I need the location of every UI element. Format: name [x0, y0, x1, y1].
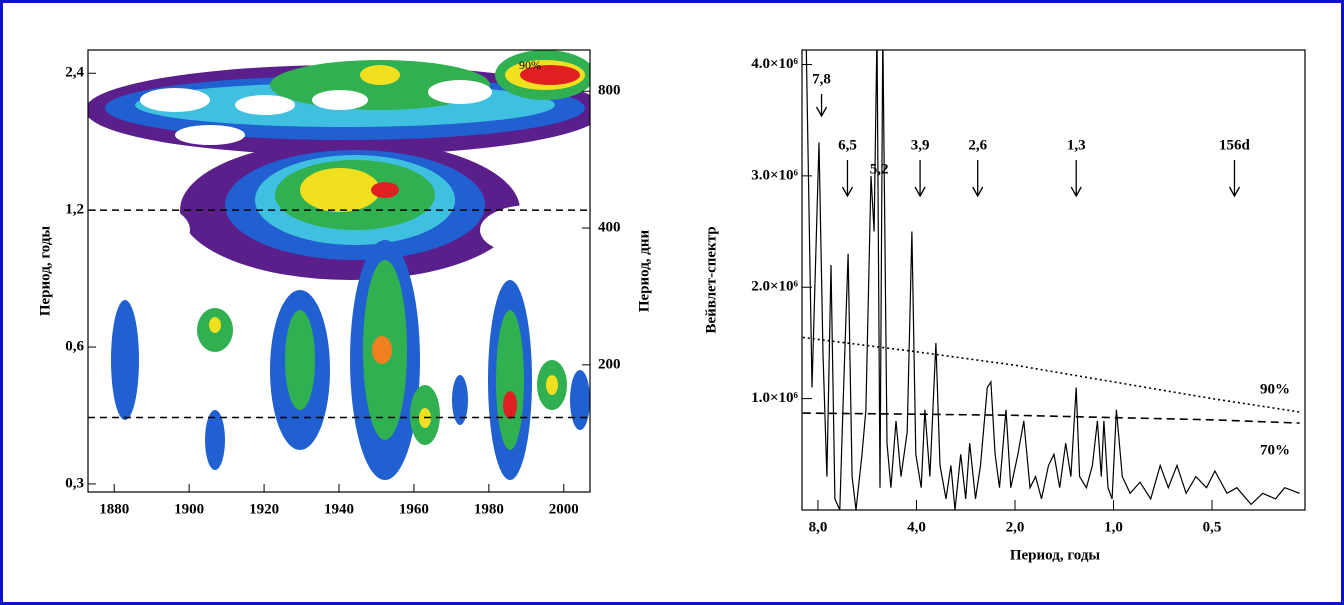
x-tick-label: 1960 — [399, 501, 429, 517]
peak-arrow-head — [841, 186, 854, 198]
y-tick-label: 1,2 — [65, 202, 84, 218]
series-line — [805, 50, 1300, 510]
peak-label: 5,2 — [870, 161, 889, 177]
y-axis-title: Вейвлет-спектр — [703, 226, 719, 333]
y-tick-label: 0,6 — [65, 338, 84, 354]
y2-tick-label: 400 — [598, 219, 621, 235]
wavelet-contours — [88, 50, 590, 480]
x-tick-label: 8,0 — [809, 519, 828, 535]
x-tick-label: 1980 — [474, 501, 504, 517]
peak-label: 3,9 — [911, 137, 930, 153]
peak-label: 2,6 — [968, 137, 987, 153]
x-tick-label: 4,0 — [907, 519, 926, 535]
y2-tick-label: 200 — [598, 356, 621, 372]
contour-label: 90% — [519, 58, 541, 72]
peak-arrow-head — [1228, 186, 1241, 198]
peak-label: 1,3 — [1067, 137, 1086, 153]
y2-axis-title: Период, дни — [636, 229, 652, 312]
peak-label: 156d — [1219, 137, 1251, 153]
x-tick-label: 1,0 — [1104, 519, 1123, 535]
x-axis-title: Период, годы — [1010, 547, 1101, 563]
plot-area — [802, 50, 1300, 510]
series-line — [802, 336, 1300, 413]
x-tick-label: 1880 — [99, 501, 129, 517]
x-tick-label: 1900 — [174, 501, 204, 517]
peak-arrow-head — [914, 186, 926, 198]
y-axis-title: Период, годы — [37, 226, 53, 317]
series-label: 90% — [1260, 381, 1290, 397]
y-tick-label: 2.0×10⁶ — [751, 279, 798, 295]
peak-label: 6,5 — [838, 137, 857, 153]
y-tick-label: 1.0×10⁶ — [751, 390, 798, 406]
series-label: 70% — [1260, 443, 1290, 459]
x-tick-label: 0,5 — [1203, 519, 1222, 535]
y-tick-label: 2,4 — [65, 65, 84, 81]
x-tick-label: 2000 — [549, 501, 579, 517]
y-tick-label: 3.0×10⁶ — [751, 167, 798, 183]
peak-arrow-head — [1070, 186, 1082, 198]
peak-arrow-head — [972, 186, 984, 198]
x-tick-label: 2,0 — [1006, 519, 1025, 535]
plot-frame — [801, 49, 1306, 511]
peak-arrow-head — [815, 106, 828, 118]
y-tick-label: 0,3 — [65, 475, 84, 491]
y2-tick-label: 800 — [598, 83, 621, 99]
x-tick-label: 1940 — [324, 501, 354, 517]
series-line — [802, 412, 1300, 424]
x-tick-label: 1920 — [249, 501, 279, 517]
y-tick-label: 4.0×10⁶ — [751, 56, 798, 72]
peak-label: 7,8 — [812, 71, 831, 87]
